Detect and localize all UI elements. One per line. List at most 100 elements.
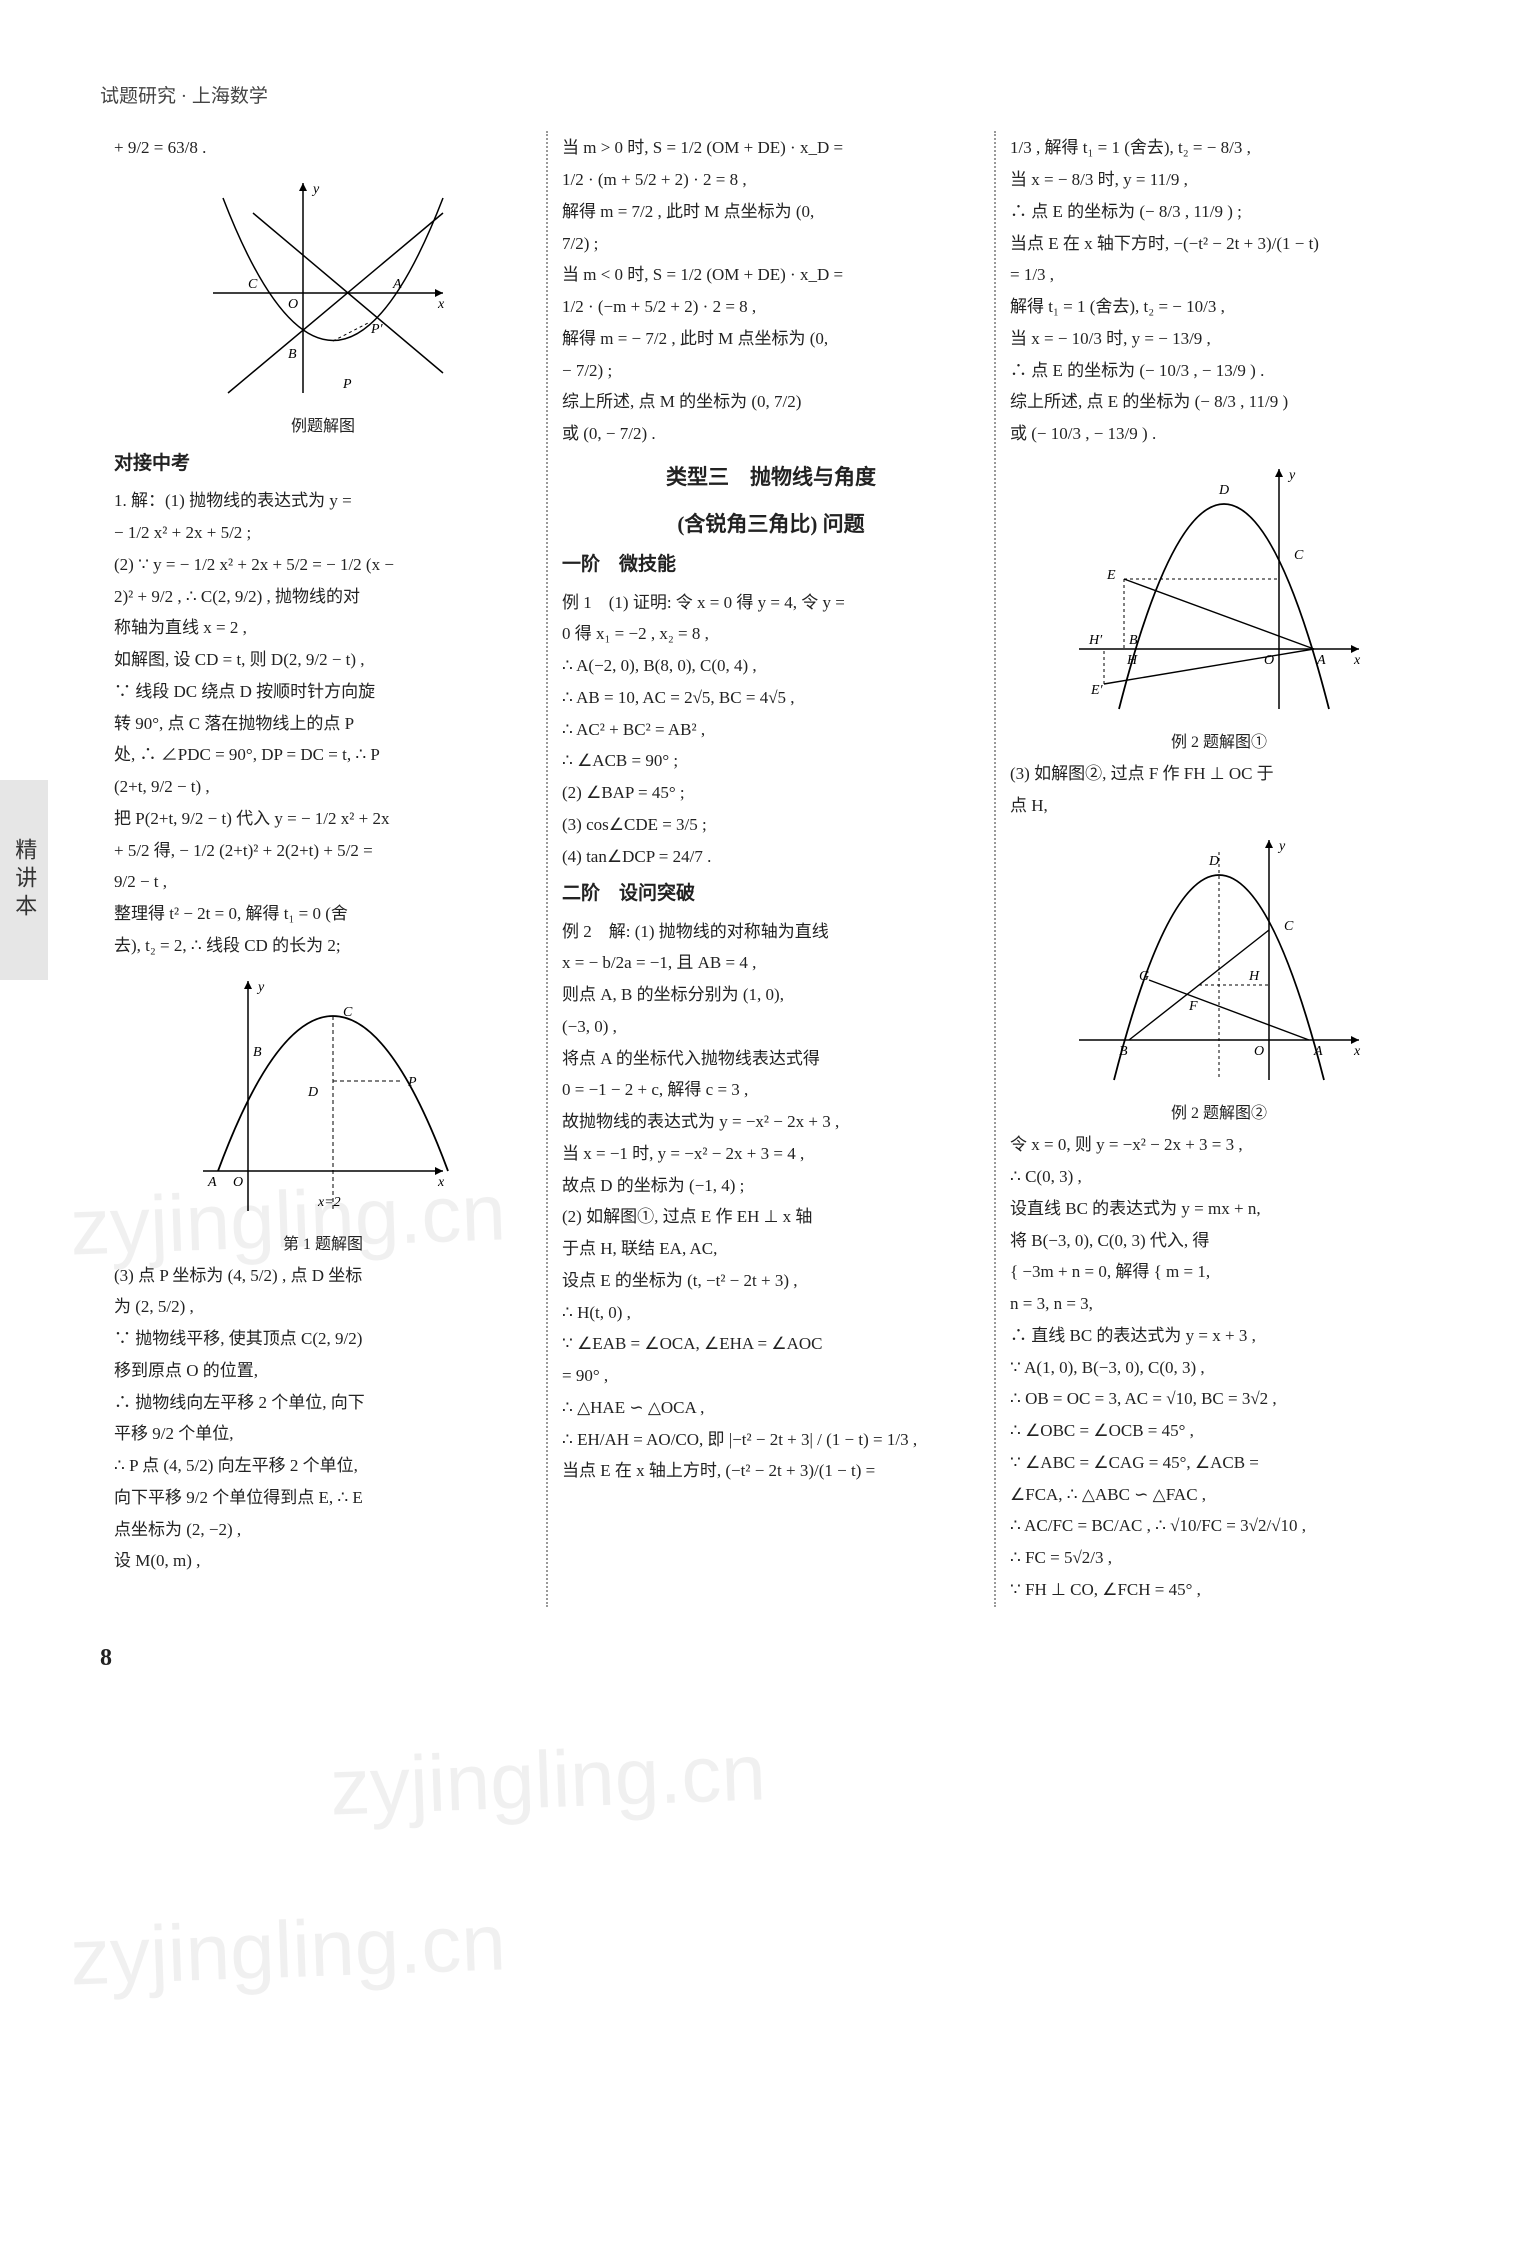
c2-l35: ∴ △HAE ∽ △OCA , (562, 1393, 980, 1423)
stage-2: 二阶 设问突破 (562, 877, 980, 910)
c2-l33: ∵ ∠EAB = ∠OCA, ∠EHA = ∠AOC (562, 1329, 980, 1359)
figure-1: y x C O A B P P′ (193, 173, 453, 403)
c3-l3: ∴ 点 E 的坐标为 (− 8/3 , 11/9 ) ; (1010, 197, 1428, 227)
c1-l17: 为 (2, 5/2) , (114, 1292, 532, 1322)
side-tab: 精讲本 (0, 780, 48, 980)
svg-text:C: C (343, 1005, 353, 1020)
c2-l32: ∴ H(t, 0) , (562, 1298, 980, 1328)
c3-l1: 1/3 , 解得 t₁ = 1 (舍去), t₂ = − 8/3 , (1010, 133, 1428, 163)
svg-text:x: x (437, 1175, 445, 1190)
svg-text:O: O (1254, 1044, 1264, 1059)
svg-text:D: D (1218, 483, 1229, 498)
watermark-2: zyjingling.cn (328, 1702, 768, 1857)
c1-l10: (2+t, 9/2 − t) , (114, 772, 532, 802)
svg-text:B: B (1119, 1044, 1128, 1059)
c1-l9: 处, ∴ ∠PDC = 90°, DP = DC = t, ∴ P (114, 740, 532, 770)
fig4-caption: 例 2 题解图② (1010, 1100, 1428, 1128)
svg-text:B: B (253, 1045, 262, 1060)
c1-l19: 移到原点 O 的位置, (114, 1356, 532, 1386)
svg-text:G: G (1139, 969, 1149, 984)
svg-text:O: O (233, 1175, 243, 1190)
c3-l15: 设直线 BC 的表达式为 y = mx + n, (1010, 1194, 1428, 1224)
figure-3: y x D C E E′ B H H′ O A (1069, 459, 1369, 719)
c2-l27: 当 x = −1 时, y = −x² − 2x + 3 = 4 , (562, 1139, 980, 1169)
svg-text:C: C (248, 277, 258, 292)
svg-text:D: D (1208, 854, 1219, 869)
stage-1: 一阶 微技能 (562, 548, 980, 581)
c3-l19: ∴ 直线 BC 的表达式为 y = x + 3 , (1010, 1321, 1428, 1351)
c1-l8: 转 90°, 点 C 落在抛物线上的点 P (114, 709, 532, 739)
c2-l5: 当 m < 0 时, S = 1/2 (OM + DE) · x_D = (562, 260, 980, 290)
c3-l26: ∴ FC = 5√2/3 , (1010, 1543, 1428, 1573)
c1-l3: (2) ∵ y = − 1/2 x² + 2x + 5/2 = − 1/2 (x… (114, 550, 532, 580)
svg-text:O: O (1264, 653, 1274, 668)
c2-l30: 于点 H, 联结 EA, AC, (562, 1234, 980, 1264)
svg-text:x: x (437, 297, 445, 312)
c2-l12: 0 得 x₁ = −2 , x₂ = 8 , (562, 619, 980, 649)
c3-l27: ∵ FH ⊥ CO, ∠FCH = 45° , (1010, 1575, 1428, 1605)
c3-l7: 当 x = − 10/3 时, y = − 13/9 , (1010, 324, 1428, 354)
svg-text:P: P (342, 377, 352, 392)
c3-l13: 令 x = 0, 则 y = −x² − 2x + 3 = 3 , (1010, 1130, 1428, 1160)
c2-l1: 当 m > 0 时, S = 1/2 (OM + DE) · x_D = (562, 133, 980, 163)
c2-l14: ∴ AB = 10, AC = 2√5, BC = 4√5 , (562, 683, 980, 713)
side-tab-text: 精讲本 (5, 838, 44, 922)
c3-l16: 将 B(−3, 0), C(0, 3) 代入, 得 (1010, 1226, 1428, 1256)
c1-l11: 把 P(2+t, 9/2 − t) 代入 y = − 1/2 x² + 2x (114, 804, 532, 834)
fig1-caption: 例题解图 (114, 413, 532, 441)
type-title-2: (含锐角三角比) 问题 (562, 506, 980, 543)
c1-l1: 1. 解：(1) 抛物线的表达式为 y = (114, 486, 532, 516)
c2-l19: (4) tan∠DCP = 24/7 . (562, 842, 980, 872)
svg-text:B: B (1129, 633, 1138, 648)
column-3: 1/3 , 解得 t₁ = 1 (舍去), t₂ = − 8/3 , 当 x =… (996, 131, 1442, 1606)
svg-text:A: A (392, 277, 402, 292)
svg-text:E′: E′ (1090, 683, 1104, 698)
c3-l20: ∵ A(1, 0), B(−3, 0), C(0, 3) , (1010, 1353, 1428, 1383)
c2-l8: − 7/2) ; (562, 356, 980, 386)
svg-text:C: C (1284, 919, 1294, 934)
svg-text:x=2: x=2 (317, 1195, 341, 1210)
c2-l10: 或 (0, − 7/2) . (562, 419, 980, 449)
c3-l24: ∠FCA, ∴ △ABC ∽ △FAC , (1010, 1480, 1428, 1510)
c3-l6: 解得 t₁ = 1 (舍去), t₂ = − 10/3 , (1010, 292, 1428, 322)
c3-l9: 综上所述, 点 E 的坐标为 (− 8/3 , 11/9 ) (1010, 387, 1428, 417)
c3-l14: ∴ C(0, 3) , (1010, 1162, 1428, 1192)
svg-text:H: H (1126, 653, 1138, 668)
c3-l17: { −3m + n = 0, 解得 { m = 1, (1010, 1257, 1428, 1287)
c1-l24: 点坐标为 (2, −2) , (114, 1515, 532, 1545)
c1-l16: (3) 点 P 坐标为 (4, 5/2) , 点 D 坐标 (114, 1261, 532, 1291)
c1-l20: ∴ 抛物线向左平移 2 个单位, 向下 (114, 1388, 532, 1418)
c3-l8: ∴ 点 E 的坐标为 (− 10/3 , − 13/9 ) . (1010, 356, 1428, 386)
c2-l9: 综上所述, 点 M 的坐标为 (0, 7/2) (562, 387, 980, 417)
column-1: + 9/2 = 63/8 . y x C O A B P P′ 例题解图 (100, 131, 548, 1606)
c3-l4: 当点 E 在 x 轴下方时, −(−t² − 2t + 3)/(1 − t) (1010, 229, 1428, 259)
c1-l23: 向下平移 9/2 个单位得到点 E, ∴ E (114, 1483, 532, 1513)
svg-text:y: y (256, 980, 265, 995)
c1-l5: 称轴为直线 x = 2 , (114, 613, 532, 643)
svg-text:H: H (1248, 969, 1260, 984)
svg-text:P: P (407, 1075, 417, 1090)
c3-l25: ∴ AC/FC = BC/AC , ∴ √10/FC = 3√2/√10 , (1010, 1511, 1428, 1541)
c3-l2: 当 x = − 8/3 时, y = 11/9 , (1010, 165, 1428, 195)
svg-text:F: F (1188, 999, 1198, 1014)
c1-l13: 9/2 − t , (114, 867, 532, 897)
c3-l21: ∴ OB = OC = 3, AC = √10, BC = 3√2 , (1010, 1384, 1428, 1414)
c2-l16: ∴ ∠ACB = 90° ; (562, 746, 980, 776)
c1-l22: ∴ P 点 (4, 5/2) 向左平移 2 个单位, (114, 1451, 532, 1481)
type-title-1: 类型三 抛物线与角度 (562, 459, 980, 496)
c2-l25: 0 = −1 − 2 + c, 解得 c = 3 , (562, 1075, 980, 1105)
c1-l14: 整理得 t² − 2t = 0, 解得 t₁ = 0 (舍 (114, 899, 532, 929)
c2-l28: 故点 D 的坐标为 (−1, 4) ; (562, 1171, 980, 1201)
c1-section: 对接中考 (114, 447, 532, 480)
c2-l4: 7/2) ; (562, 229, 980, 259)
fig3-caption: 例 2 题解图① (1010, 729, 1428, 757)
c2-l20: 例 2 解: (1) 抛物线的对称轴为直线 (562, 917, 980, 947)
c2-l22: 则点 A, B 的坐标分别为 (1, 0), (562, 980, 980, 1010)
c2-l34: = 90° , (562, 1361, 980, 1391)
c1-l21: 平移 9/2 个单位, (114, 1419, 532, 1449)
c2-l7: 解得 m = − 7/2 , 此时 M 点坐标为 (0, (562, 324, 980, 354)
c2-l15: ∴ AC² + BC² = AB² , (562, 715, 980, 745)
watermark-3: zyjingling.cn (68, 1872, 508, 2027)
page-header: 试题研究 · 上海数学 (100, 80, 1442, 113)
svg-text:y: y (311, 182, 320, 197)
